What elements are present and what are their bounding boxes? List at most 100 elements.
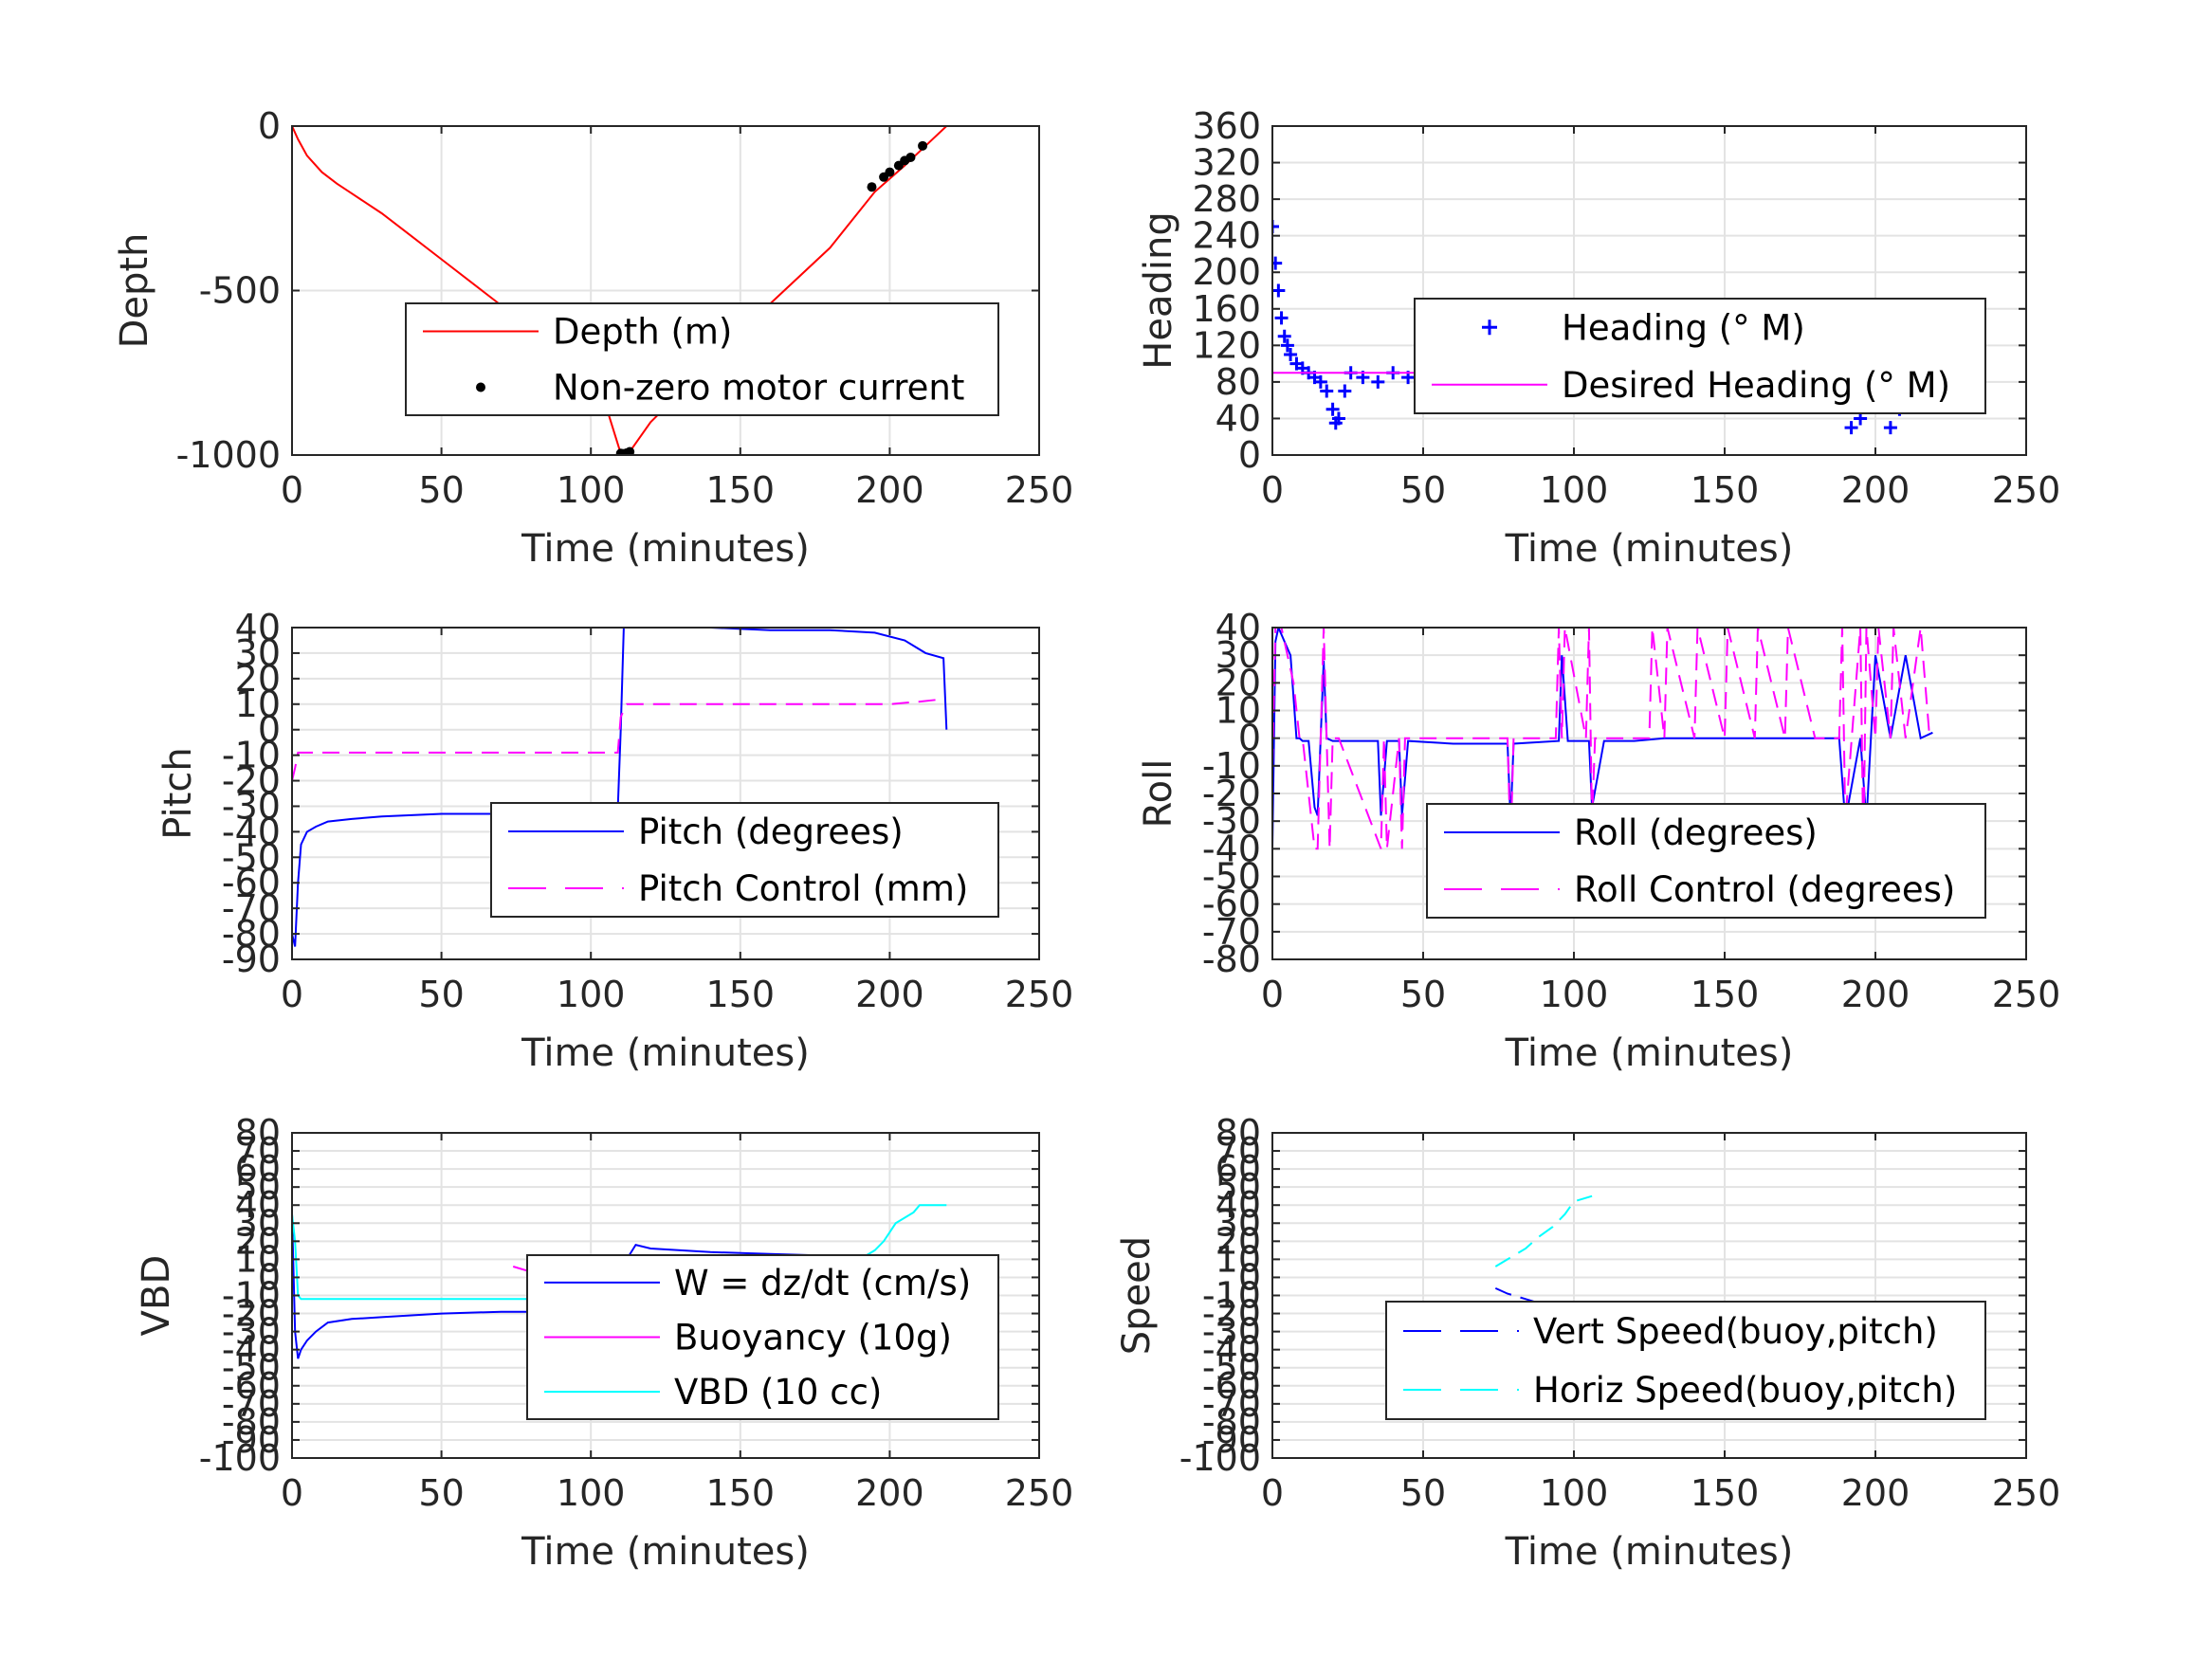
y-tick-label: -50 xyxy=(222,836,281,878)
y-tick-label: 0 xyxy=(1238,434,1261,476)
series-heading-m-point xyxy=(1844,421,1858,435)
x-tick-label: 50 xyxy=(418,1472,464,1514)
series-pitch-control-mm-line xyxy=(292,698,944,781)
x-tick-label: 50 xyxy=(418,974,464,1015)
series-heading-m-point xyxy=(1338,384,1352,398)
y-tick-label: -80 xyxy=(1202,1401,1261,1443)
y-tick-label: 10 xyxy=(1216,1238,1261,1280)
y-tick-label: 280 xyxy=(1192,178,1261,220)
subplot-1: 0 50 100 150 200 250 -1000 -500 0 Time (minutes) D… xyxy=(113,105,1073,571)
series-heading-m-point xyxy=(1313,374,1327,389)
series-layer xyxy=(1494,1194,1593,1327)
series-heading-m-point xyxy=(1277,329,1291,343)
x-tick-label: 100 xyxy=(1540,1472,1609,1514)
y-tick-label: -90 xyxy=(222,1419,281,1461)
x-axis-label: Time (minutes) xyxy=(521,527,810,571)
x-tick-label: 0 xyxy=(281,974,303,1015)
legend: Heading (° M) Desired Heading (° M) xyxy=(1414,298,1986,414)
y-tick-label: 10 xyxy=(235,1238,281,1280)
y-axis-label: Speed xyxy=(1115,1236,1159,1355)
y-tick-label: 0 xyxy=(1238,1256,1261,1298)
y-tick-label: -40 xyxy=(222,1329,281,1371)
y-tick-label: 0 xyxy=(1238,718,1261,759)
y-tick-label: -500 xyxy=(199,270,281,312)
series-heading-m-point xyxy=(1325,402,1340,416)
y-tick-label: 80 xyxy=(1216,1112,1261,1154)
x-tick-label: 200 xyxy=(1841,1472,1910,1514)
y-tick-label: 240 xyxy=(1192,215,1261,257)
x-tick-label: 250 xyxy=(1005,974,1074,1015)
legend: Depth (m) Non-zero motor current xyxy=(405,302,999,416)
subplot-4: 0 50 100 150 200 250-80-70-60-50-40-30-20-100… xyxy=(1137,607,2060,1075)
y-tick-label: 0 xyxy=(258,105,281,147)
y-tick-label: 80 xyxy=(235,1112,281,1154)
y-tick-label: -80 xyxy=(1202,939,1261,980)
x-axis-label: Time (minutes) xyxy=(521,1530,810,1574)
y-tick-label: 30 xyxy=(235,632,281,674)
legend-heading-m-swatch xyxy=(1482,319,1497,336)
y-tick-label: -100 xyxy=(1179,1437,1261,1479)
legend: Roll (degrees) Roll Control (degrees) xyxy=(1426,803,1986,919)
subplot-5: 0 50 100 150 200 250-100-90-80-70-60-50-40-30… xyxy=(135,1112,1073,1574)
y-tick-label: 160 xyxy=(1192,288,1261,330)
y-tick-label: 10 xyxy=(235,684,281,725)
subplot-3: 0 50 100 150 200 250-90-80-70-60-50-40-30-20-… xyxy=(156,607,1073,1075)
x-axis-label: Time (minutes) xyxy=(521,1031,810,1075)
x-tick-label: 100 xyxy=(557,469,626,511)
legend-box xyxy=(1426,803,1986,919)
subplot-2: 0 50 100 150 200 2500408012016020024028032036… xyxy=(1137,105,2060,571)
y-axis-label: Depth xyxy=(113,233,156,349)
y-tick-label: -60 xyxy=(1202,884,1261,925)
y-tick-label: -70 xyxy=(222,887,281,929)
x-tick-label: 0 xyxy=(1261,974,1284,1015)
y-tick-label: 50 xyxy=(235,1166,281,1208)
x-tick-label: 250 xyxy=(1005,469,1074,511)
x-tick-label: 100 xyxy=(557,1472,626,1514)
y-tick-label: -10 xyxy=(222,735,281,776)
y-axis-label: VBD xyxy=(135,1255,178,1337)
series-heading-m-point xyxy=(1883,421,1897,435)
x-axis-label: Time (minutes) xyxy=(1505,527,1794,571)
axes-box xyxy=(291,627,1040,960)
x-tick-label: 250 xyxy=(1992,974,2061,1015)
legend: W = dz/dt (cm/s) Buoyancy (10g) VBD (10 cc… xyxy=(526,1254,999,1420)
y-tick-label: 40 xyxy=(235,607,281,648)
x-tick-label: 150 xyxy=(1691,1472,1760,1514)
y-tick-label: -80 xyxy=(222,1401,281,1443)
series-heading-m-point xyxy=(1280,338,1294,353)
y-axis-label: Pitch xyxy=(156,747,200,839)
y-tick-label: -40 xyxy=(1202,828,1261,869)
y-tick-label: 20 xyxy=(235,658,281,700)
y-tick-label: 30 xyxy=(235,1202,281,1244)
y-axis-label: Roll xyxy=(1137,759,1180,829)
y-tick-label: -40 xyxy=(222,811,281,852)
y-tick-label: 40 xyxy=(1216,397,1261,439)
legend-pitch-control-mm-label: Pitch Control (mm) xyxy=(638,868,968,909)
y-tick-label: 20 xyxy=(1216,662,1261,703)
series-heading-m-point xyxy=(1371,374,1385,389)
y-tick-label: -20 xyxy=(222,760,281,802)
x-tick-label: 200 xyxy=(855,1472,924,1514)
legend-depth-m-label: Depth (m) xyxy=(553,312,732,353)
y-tick-label: 0 xyxy=(258,1256,281,1298)
x-tick-label: 50 xyxy=(1400,974,1446,1015)
series-horiz-speed-buoy-pitch-line xyxy=(1494,1194,1593,1267)
legend-heading-m-label: Heading (° M) xyxy=(1562,307,1805,348)
x-tick-label: 100 xyxy=(1540,974,1609,1015)
legend-box xyxy=(1414,298,1986,414)
y-tick-label: -1000 xyxy=(176,434,281,476)
y-tick-label: -60 xyxy=(222,1365,281,1407)
y-tick-label: -70 xyxy=(222,1383,281,1425)
legend-buoyancy-10g-label: Buoyancy (10g) xyxy=(674,1318,952,1358)
y-tick-label: -70 xyxy=(1202,911,1261,953)
y-tick-label: -100 xyxy=(199,1437,281,1479)
y-tick-label: 40 xyxy=(1216,1184,1261,1226)
series-heading-m-point xyxy=(1272,220,1279,234)
x-tick-label: 200 xyxy=(855,469,924,511)
y-tick-label: -50 xyxy=(1202,856,1261,898)
series-non-zero-motor-current-point xyxy=(625,447,635,455)
legend-vert-speed-buoy-pitch-label: Vert Speed(buoy,pitch) xyxy=(1533,1311,1938,1352)
series-heading-m-point xyxy=(1284,347,1298,361)
axes-box xyxy=(1271,125,2027,456)
